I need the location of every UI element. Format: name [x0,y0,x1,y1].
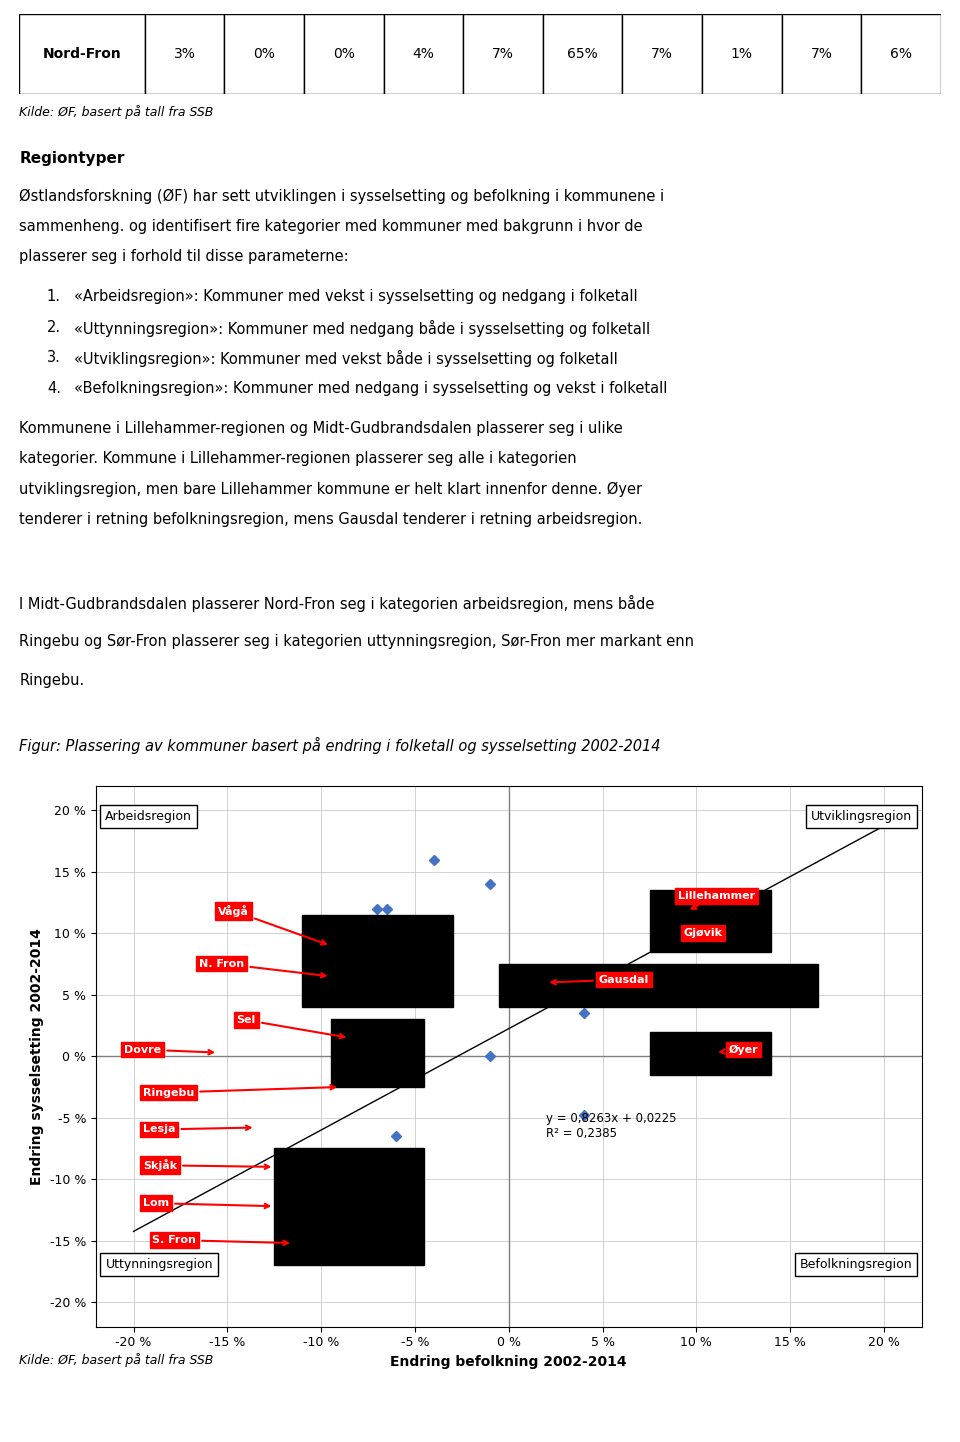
Text: Sel: Sel [237,1015,345,1038]
FancyBboxPatch shape [19,14,145,94]
Text: 1%: 1% [731,48,753,61]
Text: Lesja: Lesja [143,1125,251,1135]
Polygon shape [275,1148,424,1265]
Text: Regiontyper: Regiontyper [19,151,125,166]
Text: plasserer seg i forhold til disse parameterne:: plasserer seg i forhold til disse parame… [19,249,348,264]
Text: «Befolkningsregion»: Kommuner med nedgang i sysselsetting og vekst i folketall: «Befolkningsregion»: Kommuner med nedgan… [75,381,668,395]
Text: Kommunene i Lillehammer-regionen og Midt-Gudbrandsdalen plasserer seg i ulike: Kommunene i Lillehammer-regionen og Midt… [19,421,623,435]
Text: Figur: Plassering av kommuner basert på endring i folketall og sysselsetting 200: Figur: Plassering av kommuner basert på … [19,737,660,754]
Text: 3%: 3% [174,48,196,61]
FancyBboxPatch shape [384,14,464,94]
Text: 7%: 7% [492,48,514,61]
Text: «Utviklingsregion»: Kommuner med vekst både i sysselsetting og folketall: «Utviklingsregion»: Kommuner med vekst b… [75,350,618,368]
Text: Vågå: Vågå [218,904,325,945]
FancyBboxPatch shape [861,14,941,94]
Text: utviklingsregion, men bare Lillehammer kommune er helt klart innenfor denne. Øye: utviklingsregion, men bare Lillehammer k… [19,482,642,496]
Text: Uttynningsregion: Uttynningsregion [106,1259,213,1272]
Text: Arbeidsregion: Arbeidsregion [106,810,192,823]
Text: 65%: 65% [567,48,598,61]
Text: tenderer i retning befolkningsregion, mens Gausdal tenderer i retning arbeidsreg: tenderer i retning befolkningsregion, me… [19,512,642,526]
Text: Gausdal: Gausdal [551,975,649,985]
Text: Befolkningsregion: Befolkningsregion [800,1259,912,1272]
Text: 0%: 0% [253,48,276,61]
Text: I Midt-Gudbrandsdalen plasserer Nord-Fron seg i kategorien arbeidsregion, mens b: I Midt-Gudbrandsdalen plasserer Nord-Fro… [19,596,655,613]
Text: sammenheng. og identifisert fire kategorier med kommuner med bakgrunn i hvor de: sammenheng. og identifisert fire kategor… [19,219,643,234]
Text: 3.: 3. [47,350,60,365]
FancyBboxPatch shape [145,14,225,94]
Polygon shape [330,1019,424,1087]
Text: N. Fron: N. Fron [199,959,325,978]
FancyBboxPatch shape [702,14,781,94]
Text: 6%: 6% [890,48,912,61]
Text: Nord-Fron: Nord-Fron [42,48,121,61]
Text: Østlandsforskning (ØF) har sett utviklingen i sysselsetting og befolkning i komm: Østlandsforskning (ØF) har sett utviklin… [19,189,664,203]
FancyBboxPatch shape [542,14,622,94]
FancyBboxPatch shape [464,14,542,94]
X-axis label: Endring befolkning 2002-2014: Endring befolkning 2002-2014 [391,1355,627,1368]
Text: Kilde: ØF, basert på tall fra SSB: Kilde: ØF, basert på tall fra SSB [19,1353,213,1367]
Text: Ringebu og Sør-Fron plasserer seg i kategorien uttynningsregion, Sør-Fron mer ma: Ringebu og Sør-Fron plasserer seg i kate… [19,634,694,649]
Polygon shape [650,890,772,952]
Polygon shape [499,965,818,1007]
FancyBboxPatch shape [225,14,304,94]
Text: «Arbeidsregion»: Kommuner med vekst i sysselsetting og nedgang i folketall: «Arbeidsregion»: Kommuner med vekst i sy… [75,290,638,304]
Text: 0%: 0% [333,48,355,61]
Text: Øyer: Øyer [720,1044,758,1054]
FancyBboxPatch shape [304,14,384,94]
Text: kategorier. Kommune i Lillehammer-regionen plasserer seg alle i kategorien: kategorier. Kommune i Lillehammer-region… [19,451,577,466]
Text: Utviklingsregion: Utviklingsregion [811,810,912,823]
Text: Ringebu.: Ringebu. [19,673,84,688]
Text: Gjøvik: Gjøvik [684,927,722,942]
Text: 1.: 1. [47,290,60,304]
Text: y = 0,8263x + 0,0225
R² = 0,2385: y = 0,8263x + 0,0225 R² = 0,2385 [546,1112,677,1139]
Text: S. Fron: S. Fron [153,1234,288,1244]
Text: 2.: 2. [47,320,61,335]
Text: Dovre: Dovre [124,1044,213,1054]
Text: Lillehammer: Lillehammer [678,891,755,908]
FancyBboxPatch shape [781,14,861,94]
Text: Kilde: ØF, basert på tall fra SSB: Kilde: ØF, basert på tall fra SSB [19,105,213,118]
Text: «Uttynningsregion»: Kommuner med nedgang både i sysselsetting og folketall: «Uttynningsregion»: Kommuner med nedgang… [75,320,651,337]
Polygon shape [650,1031,772,1074]
Text: Lom: Lom [143,1198,269,1208]
Text: 7%: 7% [810,48,832,61]
Text: Skjåk: Skjåk [143,1159,269,1171]
Polygon shape [302,914,452,1007]
Text: 4.: 4. [47,381,60,395]
Text: Ringebu: Ringebu [143,1084,335,1097]
FancyBboxPatch shape [622,14,702,94]
Text: 4%: 4% [413,48,434,61]
Y-axis label: Endring sysselsetting 2002-2014: Endring sysselsetting 2002-2014 [31,927,44,1185]
Text: 7%: 7% [651,48,673,61]
